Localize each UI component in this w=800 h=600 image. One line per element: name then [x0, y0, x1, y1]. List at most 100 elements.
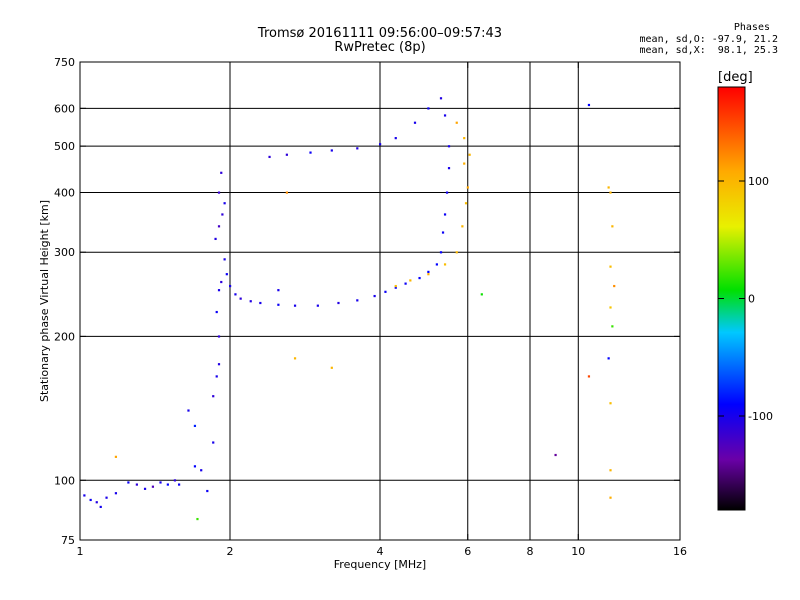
data-point	[609, 469, 612, 472]
data-point	[217, 289, 221, 292]
plot-area: 1 2 4 6 8 10 16 75 100 200 300 400 500 600 750 Frequenc…	[38, 56, 687, 571]
data-point	[193, 465, 197, 468]
x-tick-label: 4	[377, 545, 384, 558]
data-point	[105, 496, 108, 499]
data-point	[239, 297, 242, 300]
colorbar-tick-label: -100	[748, 410, 773, 423]
data-point	[447, 145, 451, 148]
y-tick-label: 100	[54, 474, 75, 487]
data-point	[217, 191, 221, 194]
x-tick-label: 16	[673, 545, 687, 558]
data-point	[229, 284, 232, 288]
data-point	[196, 517, 199, 521]
data-point	[611, 225, 614, 228]
data-point	[447, 167, 451, 170]
data-point	[587, 375, 591, 378]
data-point	[159, 481, 162, 484]
data-point	[309, 151, 312, 154]
y-tick-label: 75	[61, 534, 75, 547]
data-point	[217, 363, 221, 366]
data-point	[285, 191, 288, 194]
data-point	[212, 395, 215, 398]
data-point	[613, 284, 616, 288]
data-point	[480, 293, 483, 296]
phases-o-stats: mean, sd,O: -97.9, 21.2	[639, 34, 778, 45]
data-point	[268, 155, 271, 159]
data-point	[249, 300, 252, 303]
data-point	[206, 489, 209, 493]
y-tick-label: 400	[54, 186, 75, 199]
data-point	[277, 303, 280, 306]
data-point	[418, 276, 421, 280]
data-point	[609, 402, 612, 405]
phases-x-stats: mean, sd,X: 98.1, 25.3	[639, 45, 778, 56]
data-point	[461, 225, 464, 228]
data-point	[587, 103, 591, 107]
data-point	[443, 213, 447, 216]
data-point	[215, 375, 218, 378]
data-point	[455, 121, 458, 124]
data-point	[455, 251, 458, 254]
chart-title: Tromsø 20161111 09:56:00–09:57:43	[257, 26, 503, 41]
data-point	[217, 225, 221, 228]
data-point	[607, 357, 610, 360]
x-tick-label: 2	[227, 545, 234, 558]
data-point	[404, 282, 407, 285]
data-point	[143, 487, 147, 490]
data-point	[225, 273, 228, 276]
data-point	[200, 469, 203, 472]
data-point	[187, 409, 190, 412]
phases-heading: Phases	[733, 22, 770, 33]
x-tick-label: 1	[77, 545, 84, 558]
data-point	[114, 455, 118, 458]
data-point	[554, 453, 557, 457]
data-point	[463, 137, 466, 140]
data-point	[394, 137, 397, 140]
data-point	[127, 481, 130, 484]
y-tick-label: 300	[54, 246, 75, 259]
data-point	[394, 284, 397, 288]
y-tick-label: 500	[54, 140, 75, 153]
data-point	[609, 265, 612, 268]
data-point	[330, 149, 333, 152]
data-point	[384, 290, 387, 293]
data-point	[293, 357, 297, 360]
data-point	[435, 263, 438, 266]
data-point	[89, 498, 92, 502]
data-point	[214, 237, 217, 241]
x-tick-label: 6	[464, 545, 471, 558]
data-point	[609, 191, 612, 194]
data-point	[220, 280, 223, 284]
data-point	[293, 304, 297, 307]
data-point	[217, 335, 221, 338]
data-point	[215, 310, 218, 314]
data-point	[463, 162, 466, 165]
data-point	[316, 304, 319, 307]
data-point	[285, 153, 288, 156]
data-point	[468, 153, 471, 156]
data-point	[427, 270, 430, 273]
data-point	[193, 424, 197, 428]
x-axis-label: Frequency [MHz]	[334, 558, 426, 571]
data-point	[337, 301, 340, 305]
chart-subtitle: RwPretec (8p)	[334, 40, 426, 55]
y-tick-label: 750	[54, 56, 75, 69]
data-point	[83, 494, 86, 497]
data-point	[609, 496, 612, 499]
data-point	[379, 143, 382, 146]
data-point	[464, 202, 468, 205]
data-point	[234, 293, 237, 296]
colorbar-tick-label: 100	[748, 175, 769, 188]
data-point	[356, 147, 359, 150]
data-point	[413, 121, 417, 124]
y-tick-label: 600	[54, 102, 75, 115]
y-axis-label: Stationary phase Virtual Height [km]	[38, 200, 51, 402]
data-point	[223, 202, 226, 205]
data-point	[409, 279, 412, 282]
data-point	[441, 231, 445, 234]
data-point	[356, 299, 359, 302]
y-tick-label: 200	[54, 330, 75, 343]
data-point	[173, 479, 177, 482]
data-point	[114, 492, 118, 495]
data-point	[394, 286, 397, 289]
